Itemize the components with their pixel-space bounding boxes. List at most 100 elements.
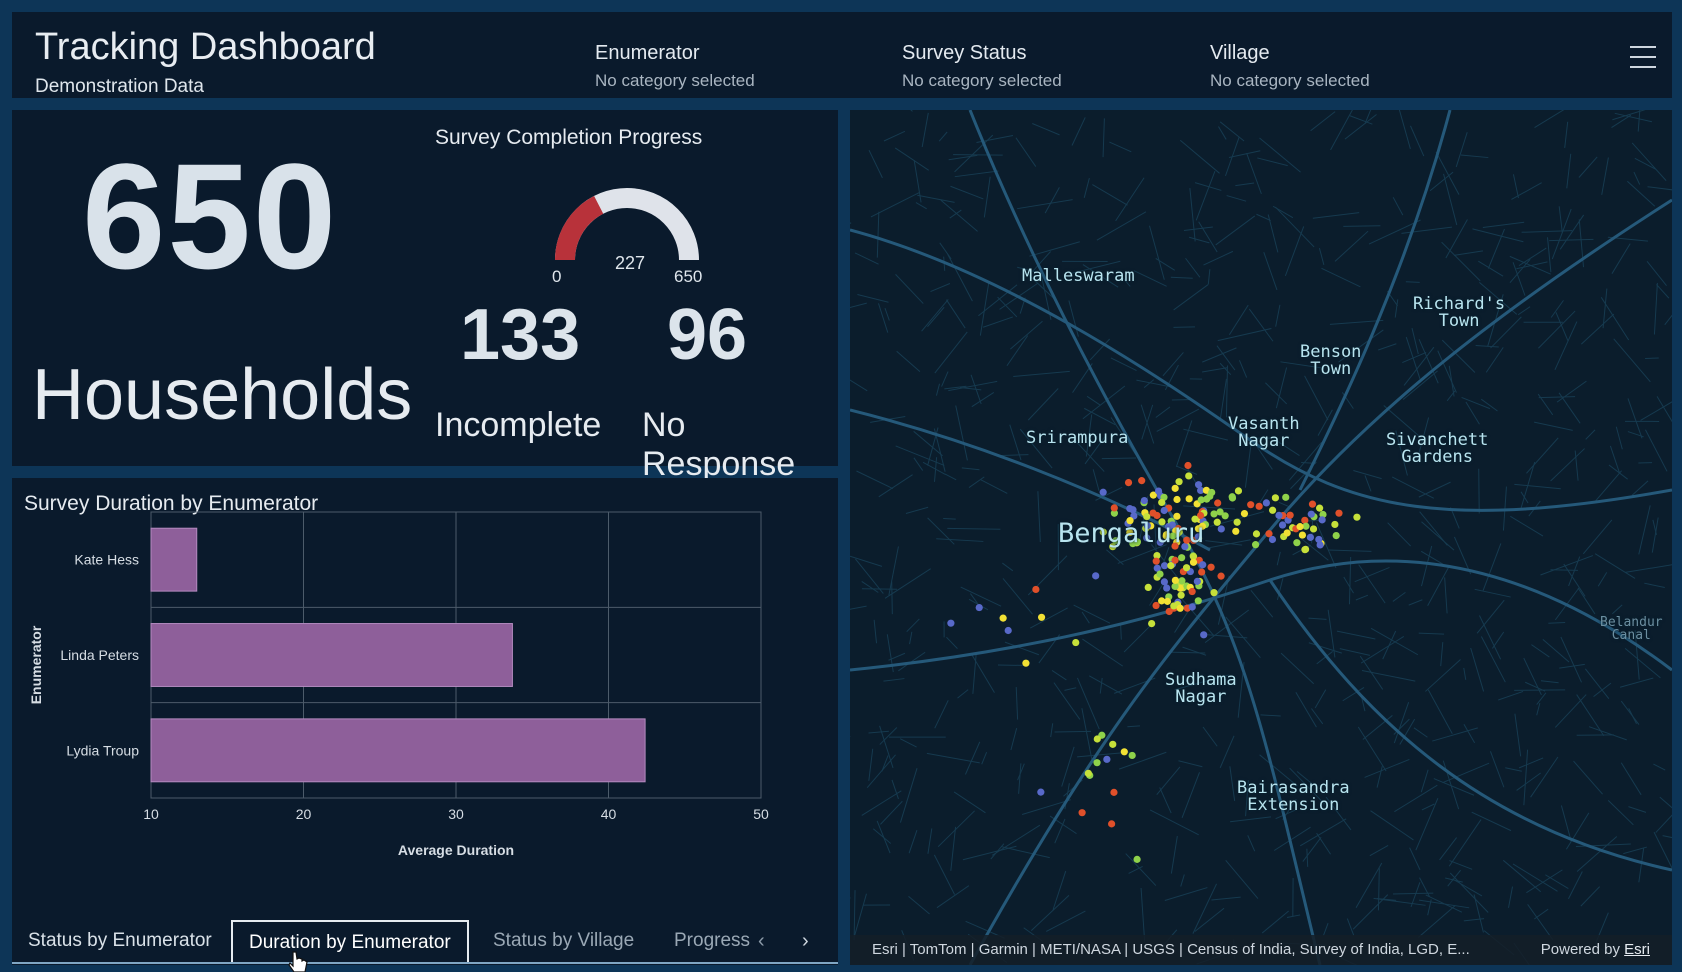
survey-point[interactable]: [1178, 554, 1186, 562]
survey-point[interactable]: [1189, 553, 1198, 561]
survey-point[interactable]: [1185, 495, 1193, 503]
survey-point[interactable]: [1126, 517, 1134, 525]
survey-point[interactable]: [1319, 510, 1327, 519]
survey-point[interactable]: [947, 619, 955, 627]
survey-point[interactable]: [1133, 855, 1141, 863]
survey-point[interactable]: [1112, 537, 1120, 545]
survey-point[interactable]: [1191, 515, 1199, 523]
bar-linda-peters[interactable]: [150, 623, 513, 687]
survey-point[interactable]: [1316, 541, 1324, 549]
survey-point[interactable]: [1302, 522, 1310, 530]
menu-icon[interactable]: [1630, 46, 1656, 68]
survey-point[interactable]: [1177, 591, 1185, 599]
survey-point[interactable]: [1196, 511, 1205, 520]
survey-point[interactable]: [1171, 576, 1179, 584]
survey-point[interactable]: [1178, 577, 1186, 585]
survey-point[interactable]: [1160, 562, 1169, 570]
survey-point[interactable]: [1004, 626, 1012, 635]
survey-point[interactable]: [1160, 578, 1169, 586]
survey-point[interactable]: [1084, 769, 1092, 777]
survey-point[interactable]: [1126, 528, 1134, 537]
survey-point[interactable]: [1331, 520, 1339, 529]
survey-point[interactable]: [1078, 809, 1086, 817]
survey-point[interactable]: [1301, 516, 1309, 524]
chevron-right-icon[interactable]: ›: [802, 930, 809, 952]
survey-point[interactable]: [1233, 518, 1241, 526]
survey-point[interactable]: [1138, 477, 1146, 485]
survey-point[interactable]: [1158, 498, 1166, 507]
survey-point[interactable]: [1037, 788, 1045, 796]
survey-point[interactable]: [1163, 584, 1171, 592]
survey-point[interactable]: [1126, 505, 1134, 513]
survey-point[interactable]: [1232, 527, 1240, 535]
survey-point[interactable]: [1092, 572, 1100, 580]
survey-point[interactable]: [1247, 501, 1255, 509]
survey-point[interactable]: [1143, 513, 1151, 521]
survey-point[interactable]: [1194, 533, 1202, 541]
survey-point[interactable]: [1286, 511, 1294, 519]
survey-point[interactable]: [1198, 568, 1206, 576]
tab-duration-by-enumerator[interactable]: Duration by Enumerator: [231, 920, 469, 964]
survey-point[interactable]: [1189, 558, 1198, 566]
survey-point[interactable]: [1217, 525, 1225, 533]
survey-point[interactable]: [1296, 523, 1304, 531]
survey-point[interactable]: [1315, 535, 1323, 544]
survey-point[interactable]: [1198, 522, 1206, 530]
survey-point[interactable]: [1197, 486, 1205, 494]
tab-progress[interactable]: Progress: [674, 930, 751, 951]
survey-point[interactable]: [1156, 538, 1164, 546]
map-view[interactable]: Malleswaram Richard's Town Benson Town V…: [850, 110, 1672, 965]
survey-point[interactable]: [1268, 506, 1277, 514]
survey-point[interactable]: [1255, 502, 1263, 510]
survey-point[interactable]: [1318, 516, 1326, 524]
survey-point[interactable]: [1265, 530, 1273, 538]
survey-point[interactable]: [1110, 504, 1118, 512]
survey-point[interactable]: [1188, 587, 1196, 596]
survey-point[interactable]: [1109, 740, 1117, 748]
chevron-left-icon[interactable]: ‹: [758, 930, 765, 952]
survey-point[interactable]: [1278, 521, 1287, 529]
survey-point[interactable]: [1193, 577, 1201, 585]
survey-point[interactable]: [1194, 597, 1202, 605]
survey-point[interactable]: [1194, 481, 1203, 489]
survey-point[interactable]: [1207, 563, 1215, 571]
survey-point[interactable]: [1353, 513, 1361, 521]
survey-point[interactable]: [1213, 518, 1221, 526]
survey-point[interactable]: [1252, 530, 1261, 538]
survey-point[interactable]: [1158, 597, 1166, 605]
survey-point[interactable]: [1173, 512, 1181, 520]
survey-point[interactable]: [1309, 525, 1318, 533]
survey-point[interactable]: [1335, 509, 1343, 517]
survey-point[interactable]: [1306, 533, 1315, 541]
survey-point[interactable]: [1210, 510, 1218, 518]
enumerator-selector[interactable]: Enumerator No category selected: [595, 42, 755, 91]
survey-point[interactable]: [1153, 564, 1161, 572]
survey-point[interactable]: [1307, 510, 1315, 518]
survey-point[interactable]: [1268, 535, 1277, 544]
survey-point[interactable]: [1153, 511, 1161, 520]
survey-point[interactable]: [1109, 543, 1117, 551]
survey-point[interactable]: [1293, 539, 1301, 547]
survey-point[interactable]: [999, 614, 1007, 622]
survey-point[interactable]: [1148, 619, 1156, 628]
survey-point[interactable]: [1228, 494, 1237, 502]
survey-point[interactable]: [1171, 582, 1179, 591]
survey-point[interactable]: [1154, 487, 1163, 495]
survey-point[interactable]: [1301, 545, 1310, 553]
survey-point[interactable]: [1275, 511, 1283, 519]
survey-point[interactable]: [1120, 748, 1128, 756]
survey-point[interactable]: [1099, 488, 1107, 496]
survey-point[interactable]: [1171, 542, 1179, 550]
survey-point[interactable]: [1298, 531, 1307, 539]
survey-point[interactable]: [1143, 534, 1151, 542]
survey-point[interactable]: [1037, 613, 1046, 621]
survey-point[interactable]: [1216, 508, 1224, 516]
survey-point[interactable]: [1032, 585, 1040, 594]
survey-point[interactable]: [1214, 499, 1222, 507]
survey-point[interactable]: [1188, 603, 1196, 611]
survey-point[interactable]: [1210, 589, 1218, 597]
survey-point[interactable]: [1103, 755, 1111, 763]
survey-point[interactable]: [1129, 539, 1137, 548]
survey-point[interactable]: [1234, 487, 1243, 495]
survey-point[interactable]: [1175, 478, 1183, 486]
